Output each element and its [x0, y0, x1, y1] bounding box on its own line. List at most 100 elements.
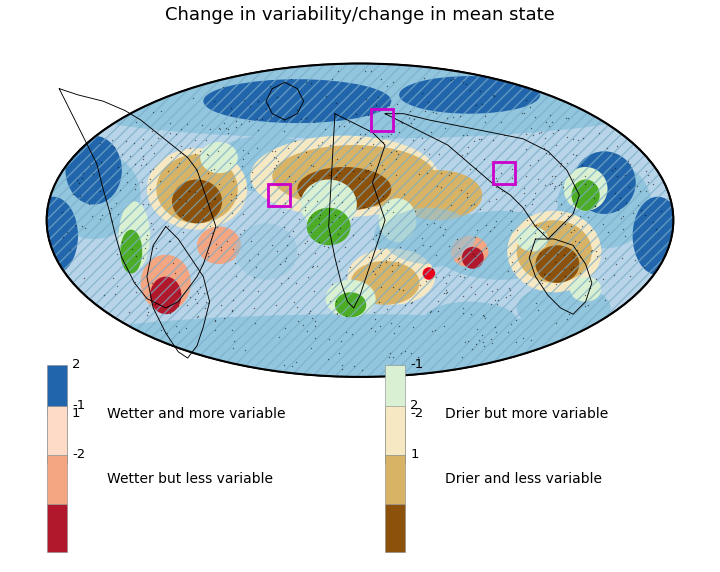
- Ellipse shape: [573, 151, 636, 214]
- Point: [163, 236, 175, 245]
- Point: [608, 271, 620, 280]
- Point: [202, 299, 213, 308]
- Bar: [385, 406, 405, 455]
- Point: [592, 252, 603, 261]
- Point: [492, 182, 503, 192]
- Point: [192, 217, 204, 226]
- Point: [279, 223, 290, 232]
- Point: [145, 219, 157, 228]
- Point: [121, 177, 132, 186]
- Point: [272, 156, 284, 165]
- Point: [77, 169, 89, 178]
- Point: [453, 254, 464, 263]
- Point: [472, 225, 483, 234]
- Point: [138, 154, 149, 164]
- Point: [300, 113, 312, 122]
- Point: [313, 213, 325, 223]
- Point: [387, 352, 398, 362]
- Point: [246, 168, 258, 177]
- Bar: [385, 503, 405, 553]
- Point: [619, 170, 631, 179]
- Ellipse shape: [251, 136, 438, 217]
- Point: [309, 248, 320, 257]
- Point: [181, 300, 193, 309]
- Point: [412, 353, 423, 362]
- Point: [590, 246, 602, 255]
- Point: [375, 282, 387, 291]
- Point: [94, 139, 106, 148]
- Point: [555, 209, 567, 218]
- Point: [144, 184, 156, 193]
- Point: [418, 73, 429, 82]
- Ellipse shape: [570, 277, 601, 301]
- Point: [116, 150, 127, 159]
- Point: [392, 364, 403, 374]
- Text: Wetter but less variable: Wetter but less variable: [107, 472, 273, 486]
- Point: [184, 186, 195, 195]
- Point: [354, 133, 366, 142]
- Point: [140, 235, 152, 244]
- Point: [390, 154, 402, 164]
- Bar: [47, 365, 67, 414]
- Point: [173, 327, 184, 336]
- Point: [462, 142, 474, 151]
- Point: [419, 106, 431, 116]
- Point: [307, 313, 318, 322]
- Point: [642, 170, 654, 180]
- Point: [575, 252, 586, 261]
- Point: [192, 298, 203, 307]
- Point: [382, 206, 393, 215]
- Point: [421, 220, 433, 229]
- Ellipse shape: [119, 201, 150, 271]
- Point: [562, 158, 573, 168]
- Point: [238, 96, 250, 105]
- Point: [130, 185, 141, 194]
- Point: [57, 233, 68, 242]
- Point: [386, 260, 397, 269]
- Ellipse shape: [47, 151, 140, 239]
- Point: [521, 129, 532, 138]
- Point: [567, 174, 579, 183]
- Point: [270, 300, 282, 309]
- Point: [462, 130, 473, 140]
- Point: [196, 121, 207, 130]
- Point: [354, 129, 366, 138]
- Point: [161, 329, 173, 338]
- Ellipse shape: [379, 198, 416, 242]
- Point: [405, 348, 417, 358]
- Point: [235, 120, 247, 129]
- Point: [62, 227, 73, 236]
- Point: [443, 242, 454, 251]
- Bar: [47, 414, 67, 463]
- Point: [330, 98, 341, 108]
- Point: [315, 206, 327, 215]
- Point: [175, 125, 186, 134]
- Point: [470, 339, 482, 348]
- Ellipse shape: [150, 277, 181, 314]
- Point: [556, 180, 567, 189]
- Point: [238, 210, 249, 219]
- Ellipse shape: [348, 248, 435, 305]
- Point: [558, 182, 570, 192]
- Point: [135, 143, 147, 152]
- Point: [505, 226, 517, 235]
- Point: [482, 279, 493, 288]
- Point: [323, 355, 334, 364]
- Point: [130, 251, 142, 260]
- Point: [550, 196, 562, 205]
- Point: [465, 309, 477, 319]
- Point: [299, 238, 310, 247]
- Point: [559, 272, 571, 281]
- Text: 1: 1: [410, 448, 419, 461]
- Point: [477, 331, 488, 340]
- Point: [331, 154, 343, 164]
- Point: [164, 236, 176, 245]
- Point: [312, 141, 324, 150]
- Point: [56, 208, 68, 217]
- Point: [424, 307, 436, 316]
- Point: [314, 210, 325, 220]
- Point: [112, 209, 124, 219]
- Point: [165, 119, 176, 128]
- Point: [378, 138, 390, 147]
- Point: [115, 228, 127, 237]
